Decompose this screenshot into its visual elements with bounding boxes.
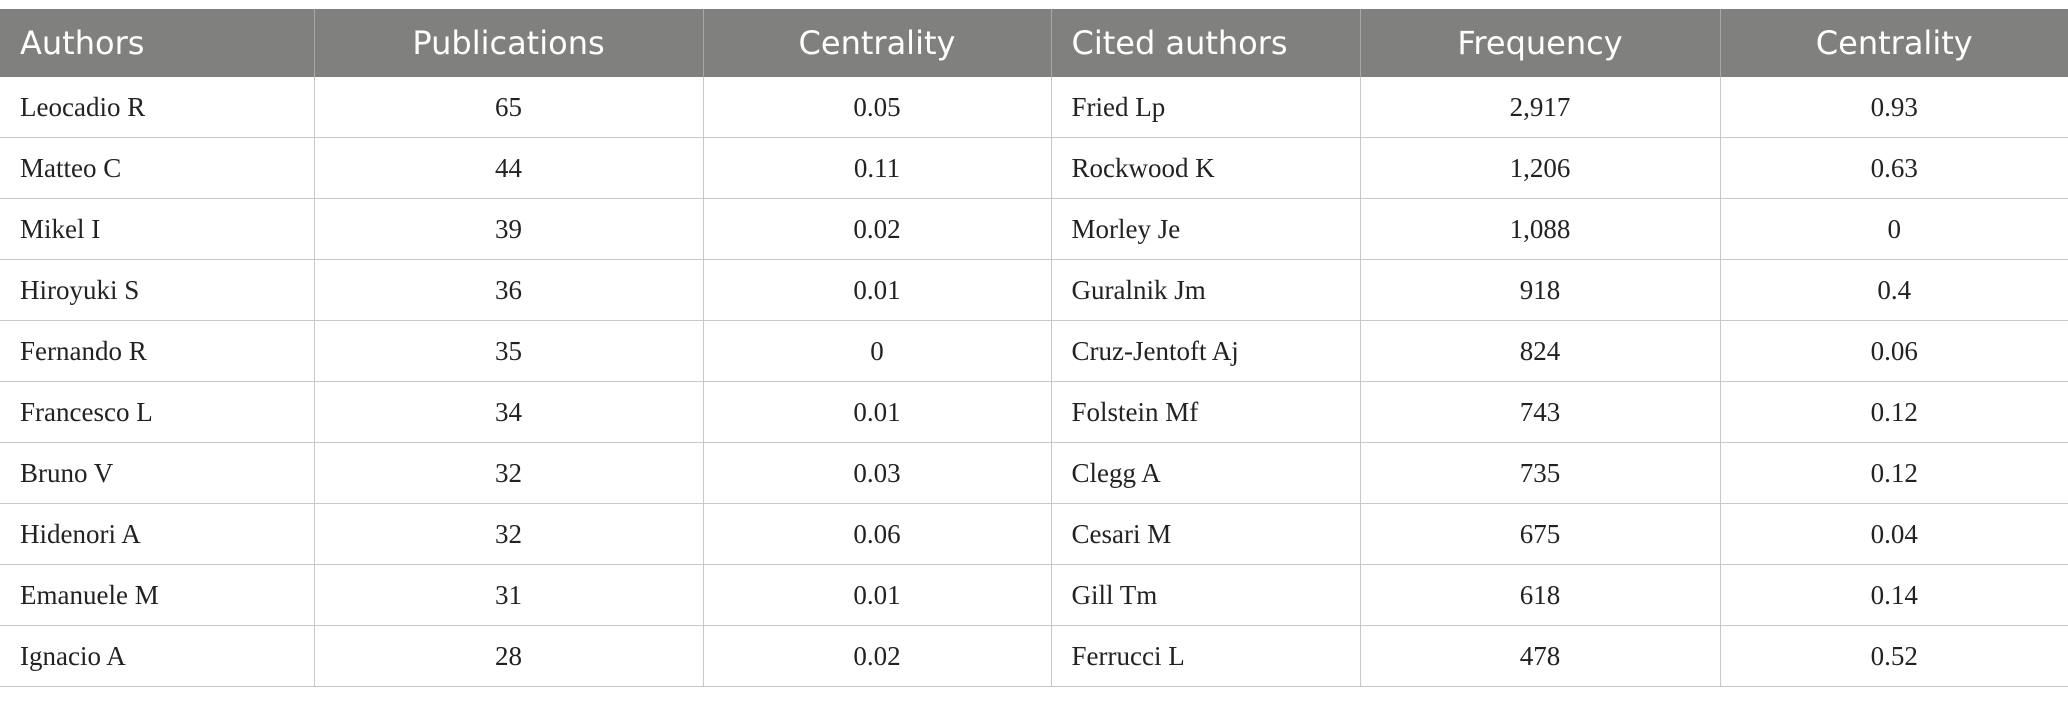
table-cell: 0.01 [702, 381, 1052, 443]
table-row: Hiroyuki S 36 0.01 Guralnik Jm 918 0.4 [0, 259, 2068, 321]
table-cell: 0.12 [1719, 442, 2068, 504]
table-cell: 0.4 [1719, 259, 2068, 321]
header-cell: Authors [0, 9, 314, 77]
table-cell: 34 [313, 381, 704, 443]
table-cell: 918 [1359, 259, 1721, 321]
table-row: Bruno V 32 0.03 Clegg A 735 0.12 [0, 442, 2068, 504]
table-cell: Rockwood K [1050, 137, 1361, 199]
table-row: Francesco L 34 0.01 Folstein Mf 743 0.12 [0, 381, 2068, 443]
table-cell: 39 [313, 198, 704, 260]
table-cell: 2,917 [1359, 77, 1721, 138]
table-cell: 0.06 [702, 503, 1052, 565]
table-cell: 618 [1359, 564, 1721, 626]
table-cell: Fried Lp [1050, 77, 1361, 138]
table-row: Fernando R 35 0 Cruz-Jentoft Aj 824 0.06 [0, 320, 2068, 382]
table-cell: 0 [1719, 198, 2068, 260]
table-cell: Hiroyuki S [0, 259, 315, 321]
table-cell: 743 [1359, 381, 1721, 443]
table-row: Emanuele M 31 0.01 Gill Tm 618 0.14 [0, 564, 2068, 626]
table-cell: Leocadio R [0, 77, 315, 138]
table-cell: Emanuele M [0, 564, 315, 626]
table-row: Mikel I 39 0.02 Morley Je 1,088 0 [0, 198, 2068, 260]
table-cell: Mikel I [0, 198, 315, 260]
table-cell: Morley Je [1050, 198, 1361, 260]
table-cell: 32 [313, 503, 704, 565]
header-cell: Cited authors [1050, 9, 1360, 77]
table-cell: 0.52 [1719, 625, 2068, 687]
table-cell: 0.93 [1719, 77, 2068, 138]
table-cell: 478 [1359, 625, 1721, 687]
table-cell: Ignacio A [0, 625, 315, 687]
table-cell: 0.02 [702, 625, 1052, 687]
table-cell: Fernando R [0, 320, 315, 382]
header-cell: Publications [313, 9, 703, 77]
table-cell: 0.11 [702, 137, 1052, 199]
table-cell: 0 [702, 320, 1052, 382]
table-cell: Hidenori A [0, 503, 315, 565]
table-cell: 1,206 [1359, 137, 1721, 199]
table-cell: 735 [1359, 442, 1721, 504]
header-cell: Centrality [702, 9, 1051, 77]
table-cell: 32 [313, 442, 704, 504]
table-cell: Francesco L [0, 381, 315, 443]
table-cell: 0.01 [702, 564, 1052, 626]
table-cell: 31 [313, 564, 704, 626]
table-cell: 0.01 [702, 259, 1052, 321]
table-cell: 1,088 [1359, 198, 1721, 260]
table-cell: Clegg A [1050, 442, 1361, 504]
header-row: Authors Publications Centrality Cited autho… [0, 9, 2068, 77]
table-cell: Folstein Mf [1050, 381, 1361, 443]
table-cell: 675 [1359, 503, 1721, 565]
table-row: Ignacio A 28 0.02 Ferrucci L 478 0.52 [0, 625, 2068, 687]
table-cell: 35 [313, 320, 704, 382]
table-cell: 0.02 [702, 198, 1052, 260]
table-cell: 0.06 [1719, 320, 2068, 382]
header-cell: Frequency [1359, 9, 1720, 77]
table-cell: 65 [313, 77, 704, 138]
table-cell: 824 [1359, 320, 1721, 382]
data-table: Authors Publications Centrality Cited autho… [0, 9, 2068, 687]
table-cell: Bruno V [0, 442, 315, 504]
header-cell: Centrality [1719, 9, 2068, 77]
table-row: Hidenori A 32 0.06 Cesari M 675 0.04 [0, 503, 2068, 565]
table-cell: 0.14 [1719, 564, 2068, 626]
table-row: Leocadio R 65 0.05 Fried Lp 2,917 0.93 [0, 77, 2068, 138]
table-cell: 0.12 [1719, 381, 2068, 443]
table-body: Leocadio R 65 0.05 Fried Lp 2,917 0.93 Matteo … [0, 77, 2068, 687]
table-cell: 0.04 [1719, 503, 2068, 565]
table-cell: Cruz-Jentoft Aj [1050, 320, 1361, 382]
table-cell: 0.05 [702, 77, 1052, 138]
table-cell: 44 [313, 137, 704, 199]
table-cell: 0.63 [1719, 137, 2068, 199]
table-cell: Cesari M [1050, 503, 1361, 565]
table-cell: Ferrucci L [1050, 625, 1361, 687]
table-cell: 36 [313, 259, 704, 321]
table-row: Matteo C 44 0.11 Rockwood K 1,206 0.63 [0, 137, 2068, 199]
table-cell: Gill Tm [1050, 564, 1361, 626]
table-cell: 28 [313, 625, 704, 687]
table-cell: 0.03 [702, 442, 1052, 504]
table-cell: Guralnik Jm [1050, 259, 1361, 321]
table-cell: Matteo C [0, 137, 315, 199]
